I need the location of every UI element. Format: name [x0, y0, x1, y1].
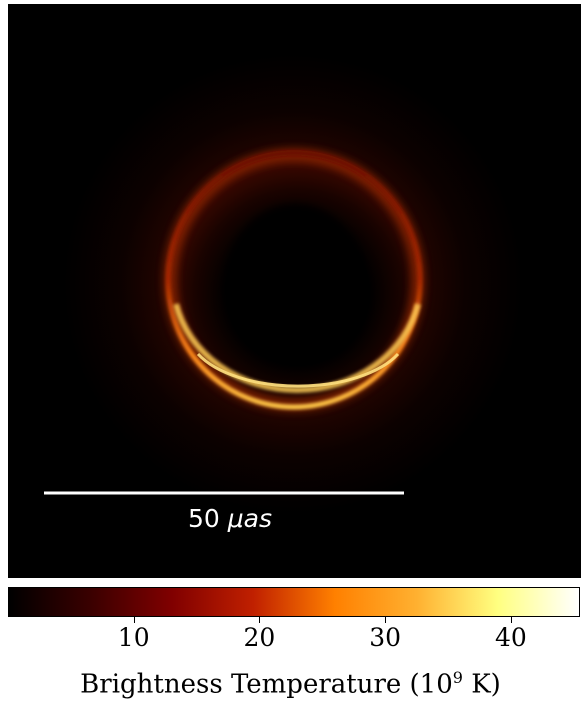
colorbar-tick-label: 40 — [494, 623, 527, 652]
colorbar-tick-label: 10 — [117, 623, 150, 652]
colorbar-label-exponent: 9 — [452, 668, 463, 687]
colorbar-tick — [259, 617, 261, 623]
bright-lower-edge — [196, 352, 400, 388]
colorbar-ticks: 10 20 30 40 — [8, 617, 580, 667]
colorbar-tick-label: 20 — [243, 623, 276, 652]
colorbar-label: Brightness Temperature (109 K) — [0, 668, 581, 700]
scale-bar-label: 50 μas — [130, 504, 330, 533]
colorbar-tick — [385, 617, 387, 623]
colorbar-tick — [133, 617, 135, 623]
colorbar — [8, 587, 580, 617]
scale-bar-value: 50 — [187, 504, 220, 533]
colorbar-tick-label: 30 — [369, 623, 402, 652]
bright-lower-arc — [173, 303, 421, 393]
black-hole-image: 50 μas — [8, 4, 581, 578]
colorbar-tick — [510, 617, 512, 623]
colorbar-label-prefix: Brightness Temperature (10 — [80, 669, 453, 700]
scale-bar-unit: μas — [227, 504, 273, 533]
colorbar-label-suffix: K) — [462, 669, 501, 700]
shadow-center — [225, 204, 365, 364]
ring-image-svg — [8, 4, 581, 578]
photon-ring — [165, 150, 423, 410]
